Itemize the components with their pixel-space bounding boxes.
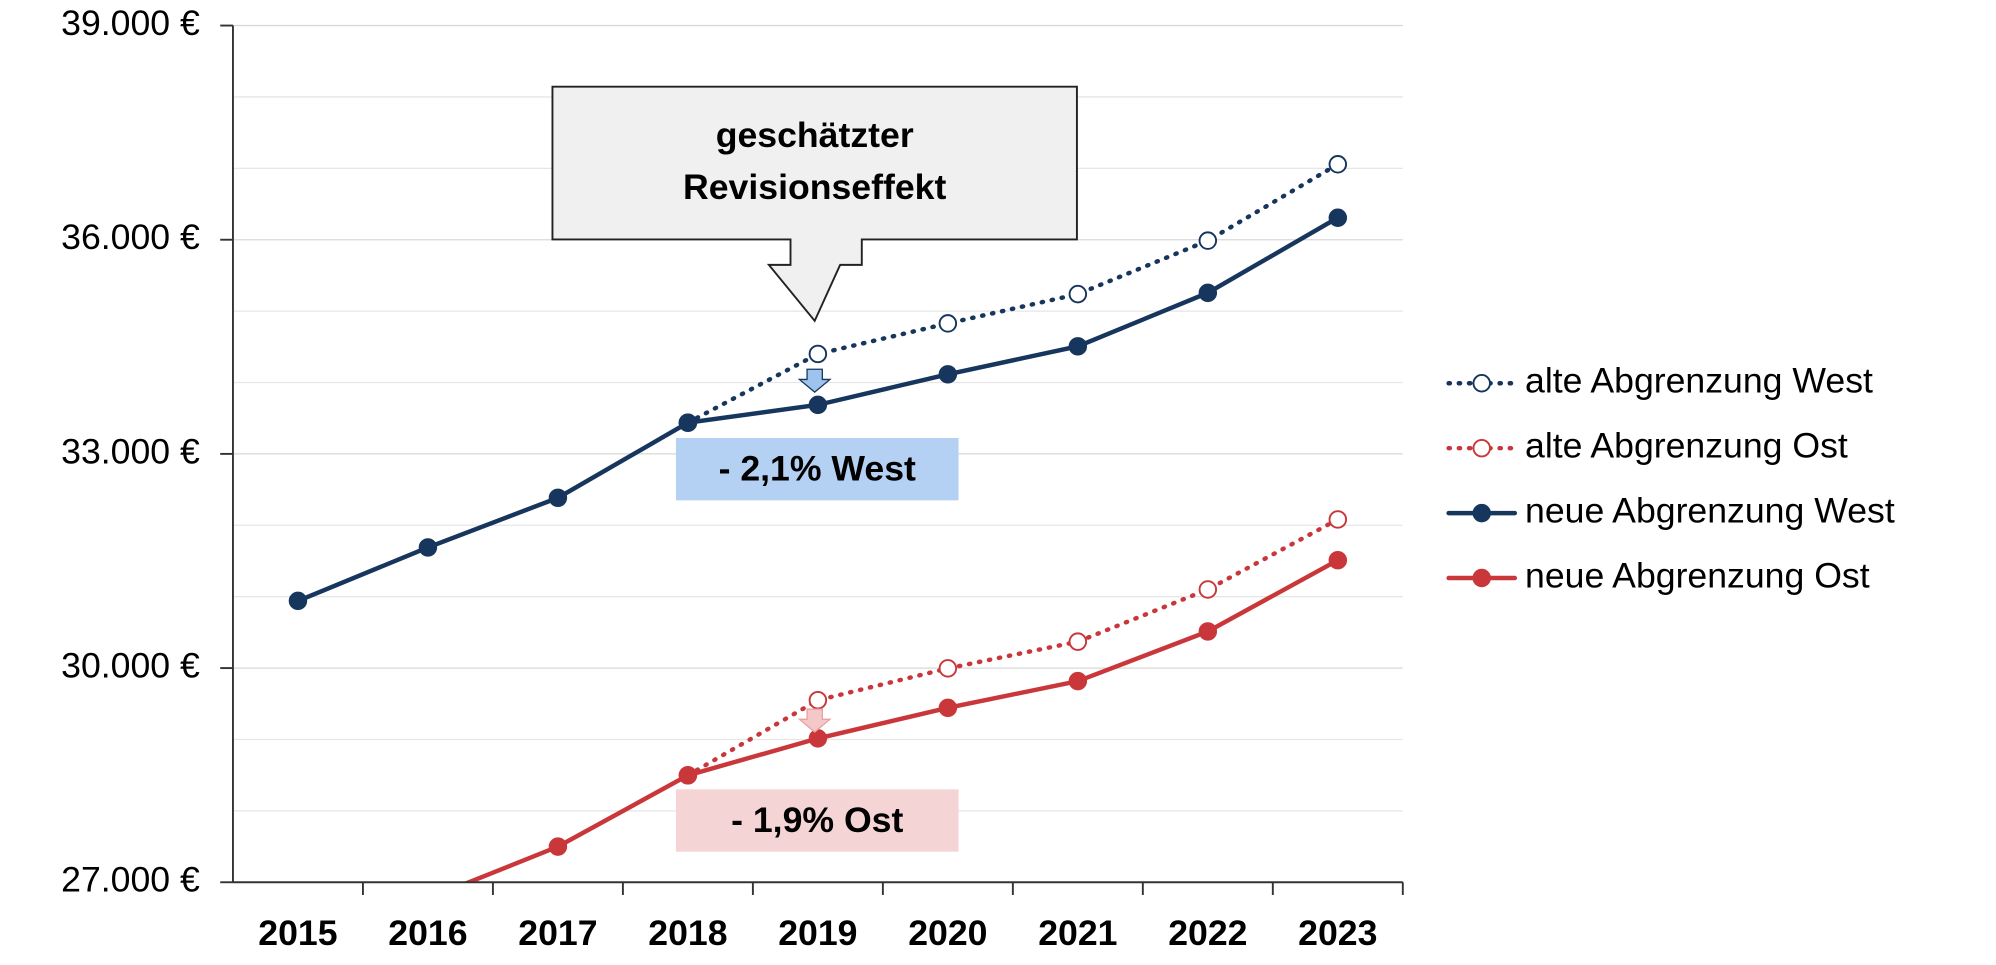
legend-marker — [1472, 503, 1491, 523]
point — [1198, 580, 1218, 599]
point — [290, 953, 307, 960]
x-tick-label: 2023 — [1298, 913, 1377, 953]
point — [1328, 510, 1348, 529]
y-tick-label: 39.000 € — [61, 3, 200, 43]
x-tick-label: 2015 — [258, 913, 337, 953]
legend: alte Abgrenzung West alte Abgrenzung Ost n… — [1446, 361, 1895, 595]
point — [1198, 622, 1218, 641]
series-line — [462, 557, 1341, 883]
point — [1198, 231, 1218, 250]
point — [1198, 283, 1218, 303]
point — [938, 698, 958, 718]
callout-text: geschätzter — [716, 115, 914, 155]
x-tick-label: 2020 — [908, 913, 987, 953]
legend-label: alte Abgrenzung West — [1525, 361, 1873, 401]
x-tick-label: 2019 — [778, 913, 857, 953]
point — [1068, 632, 1088, 651]
point — [938, 314, 958, 333]
legend-marker — [1472, 438, 1491, 458]
point — [678, 413, 698, 432]
point — [678, 766, 698, 785]
legend-marker — [1472, 568, 1491, 588]
legend-label: neue Abgrenzung Ost — [1525, 555, 1870, 595]
ost-label-box — [675, 789, 959, 852]
point — [1328, 550, 1348, 570]
arrow-ost — [797, 708, 832, 733]
point — [808, 395, 828, 415]
legend-label: alte Abgrenzung Ost — [1525, 426, 1848, 466]
point — [420, 890, 437, 907]
point — [1068, 337, 1088, 356]
x-tick-label: 2022 — [1168, 913, 1247, 953]
point — [548, 488, 568, 508]
ost-label: - 1,9% Ost — [731, 800, 903, 840]
y-tick-label: 33.000 € — [61, 431, 200, 471]
point — [288, 591, 308, 611]
legend-marker — [1472, 374, 1491, 393]
west-label-box — [675, 437, 959, 501]
point — [1328, 208, 1348, 227]
plot-area — [288, 155, 1348, 960]
point — [1068, 284, 1088, 304]
y-tick-label: 36.000 € — [61, 217, 200, 257]
x-tick-label: 2021 — [1038, 913, 1117, 953]
x-tick-label: 2016 — [388, 913, 467, 953]
legend-label: neue Abgrenzung West — [1525, 491, 1895, 531]
point — [1328, 155, 1348, 174]
point — [808, 729, 828, 748]
series-line — [685, 162, 1341, 425]
callout-box — [551, 85, 1078, 323]
point — [808, 344, 828, 364]
callout-text: Revisionseffekt — [683, 167, 946, 207]
point — [548, 837, 568, 856]
point — [938, 365, 958, 384]
y-tick-label: 30.000 € — [61, 646, 200, 686]
series-line — [685, 517, 1341, 778]
x-tick-label: 2017 — [518, 913, 597, 953]
point — [1068, 671, 1088, 691]
west-label: - 2,1% West — [719, 449, 916, 489]
y-tick-label: 27.000 € — [61, 860, 200, 900]
point — [808, 690, 828, 710]
arrow-west — [797, 368, 832, 393]
point — [418, 538, 438, 557]
x-tick-label: 2018 — [648, 913, 727, 953]
axes: 27.000 € 30.000 € 33.000 € 36.000 € 39.000 €… — [61, 3, 1404, 953]
point — [938, 659, 958, 678]
